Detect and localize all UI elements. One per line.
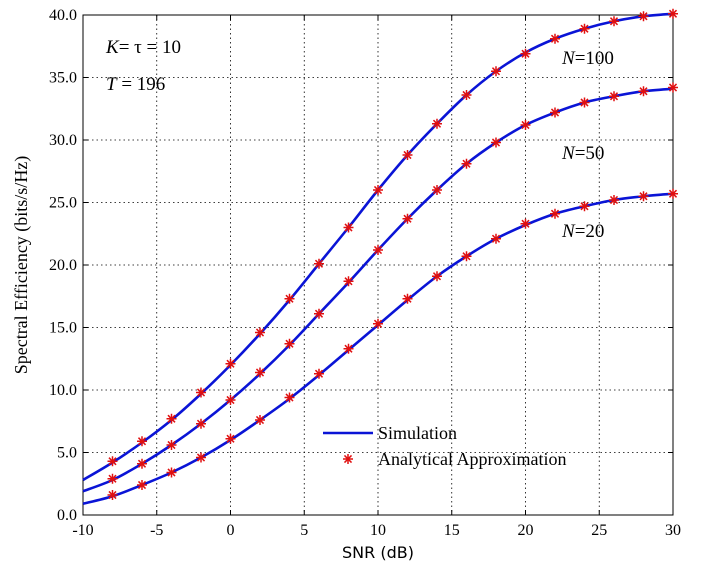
data-point-n50 (225, 395, 236, 405)
x-tick-label: 30 (665, 522, 681, 539)
legend-label-analytical: Analytical Approximation (378, 449, 566, 469)
legend: Simulation Analytical Approximation (323, 423, 566, 469)
data-point-n100 (668, 8, 678, 19)
data-point-n50 (196, 418, 206, 429)
data-point-n20 (255, 415, 265, 425)
y-tick-label: 25.0 (49, 195, 77, 212)
data-point-n100 (638, 11, 649, 22)
data-point-n50 (137, 458, 147, 469)
data-point-n100 (579, 23, 590, 34)
data-point-n20 (461, 251, 472, 262)
x-tick-label: 20 (518, 522, 534, 539)
x-tick-label: -10 (72, 522, 93, 539)
y-tick-label: 15.0 (49, 320, 77, 337)
param-t: T = 196 (106, 74, 165, 95)
data-point-n100 (107, 456, 118, 467)
data-point-n100 (255, 327, 265, 338)
data-point-n50 (166, 440, 177, 450)
data-point-n20 (520, 218, 531, 229)
data-point-n50 (373, 245, 383, 255)
data-point-n100 (520, 48, 531, 59)
data-point-n50 (107, 473, 118, 484)
data-point-n20 (402, 293, 413, 304)
legend-star-marker (343, 454, 353, 464)
legend-label-simulation: Simulation (378, 423, 457, 443)
x-tick-label: 10 (370, 522, 386, 539)
data-point-n20 (314, 368, 324, 379)
x-tick-label: 5 (300, 522, 308, 539)
series-label-n20: N=20 (561, 221, 604, 242)
data-point-n50 (520, 120, 531, 130)
data-point-n100 (166, 413, 177, 424)
data-point-n100 (343, 222, 354, 233)
x-axis-label: SNR (dB) (342, 543, 414, 562)
data-point-n100 (137, 436, 147, 447)
data-point-n20 (668, 188, 678, 199)
series-markers (107, 8, 678, 500)
grid (83, 15, 673, 515)
data-point-n100 (432, 118, 442, 129)
y-tick-label: 30.0 (49, 132, 77, 149)
x-tick-label: 15 (444, 522, 460, 539)
series-label-n50: N=50 (561, 143, 604, 164)
data-point-n100 (461, 90, 472, 100)
y-tick-label: 5.0 (57, 445, 77, 462)
data-point-n50 (461, 158, 472, 169)
data-point-n50 (638, 86, 649, 97)
data-point-n100 (491, 66, 501, 77)
axis-ticks: -10 -5 0 5 10 15 20 25 30 0.0 5.0 10.0 15.0 20.0 25.0 3… (49, 7, 681, 539)
x-tick-label: 0 (227, 522, 235, 539)
data-point-n20 (609, 195, 619, 205)
y-tick-label: 40.0 (49, 7, 77, 24)
legend-marker-swatch (343, 454, 353, 464)
data-point-n20 (579, 201, 590, 212)
data-point-n50 (314, 308, 324, 319)
y-tick-label: 20.0 (49, 257, 77, 274)
y-tick-label: 35.0 (49, 70, 77, 87)
data-point-n100 (609, 16, 619, 27)
data-point-n20 (550, 208, 560, 219)
data-point-n100 (196, 387, 206, 398)
x-tick-label: 25 (591, 522, 607, 539)
data-point-n50 (668, 82, 678, 93)
data-point-n50 (550, 107, 560, 118)
data-point-n20 (373, 318, 383, 329)
data-point-n50 (579, 97, 590, 108)
data-point-n100 (225, 358, 236, 369)
data-point-n20 (343, 343, 354, 354)
data-point-n50 (255, 367, 265, 378)
data-point-n20 (166, 467, 177, 478)
series-label-n100: N=100 (561, 48, 614, 69)
data-point-n50 (609, 91, 619, 102)
data-point-n20 (225, 433, 236, 444)
data-point-n100 (550, 33, 560, 44)
data-point-n20 (284, 392, 295, 403)
x-tick-label: -5 (150, 522, 163, 539)
data-point-n100 (402, 150, 413, 160)
data-point-n100 (373, 185, 383, 195)
param-k-tau: K= τ = 10 (105, 37, 181, 58)
data-point-n50 (284, 338, 295, 349)
data-point-n20 (432, 271, 442, 282)
data-point-n20 (638, 191, 649, 202)
data-point-n20 (491, 233, 501, 244)
data-point-n100 (314, 258, 324, 269)
y-tick-label: 10.0 (49, 382, 77, 399)
data-point-n100 (284, 293, 295, 304)
data-point-n50 (343, 276, 354, 287)
data-point-n50 (402, 213, 413, 224)
data-point-n20 (137, 480, 147, 490)
data-point-n20 (107, 490, 118, 500)
y-axis-label: Spectral Efficiency (bits/s/Hz) (11, 156, 32, 375)
data-point-n50 (432, 185, 442, 195)
data-point-n50 (491, 137, 501, 148)
y-tick-label: 0.0 (57, 507, 77, 524)
data-point-n20 (196, 452, 206, 463)
